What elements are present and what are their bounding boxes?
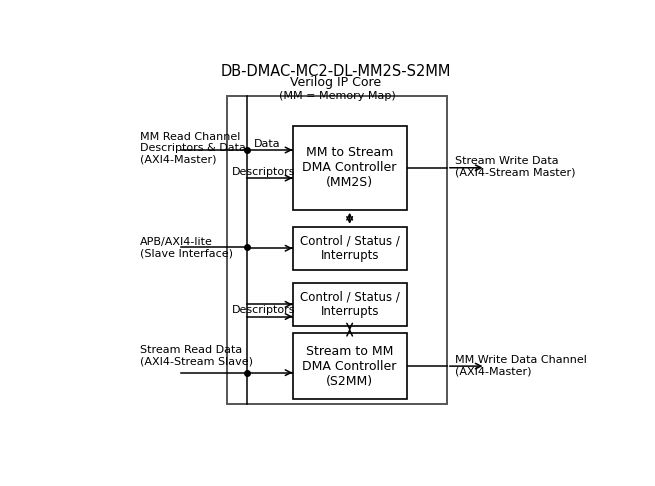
Text: MM to Stream
DMA Controller
(MM2S): MM to Stream DMA Controller (MM2S) <box>303 146 397 189</box>
Text: Data: Data <box>254 139 280 149</box>
Bar <box>293 226 407 270</box>
Text: DB-DMAC-MC2-DL-MM2S-S2MM: DB-DMAC-MC2-DL-MM2S-S2MM <box>221 64 451 79</box>
Text: Control / Status /
Interrupts: Control / Status / Interrupts <box>300 290 400 318</box>
Text: (MM = Memory Map): (MM = Memory Map) <box>279 91 396 102</box>
Text: MM Read Channel
Descriptors & Data
(AXI4-Master): MM Read Channel Descriptors & Data (AXI4… <box>140 132 246 165</box>
Text: APB/AXI4-lite
(Slave Interface): APB/AXI4-lite (Slave Interface) <box>140 237 233 258</box>
Text: Control / Status /
Interrupts: Control / Status / Interrupts <box>300 234 400 262</box>
Bar <box>227 96 447 404</box>
Text: Descriptors: Descriptors <box>232 305 295 315</box>
Text: MM Write Data Channel
(AXI4-Master): MM Write Data Channel (AXI4-Master) <box>455 355 587 377</box>
Text: Verilog IP Core: Verilog IP Core <box>290 76 381 89</box>
Bar <box>293 126 407 210</box>
Text: Stream Write Data
(AXI4-Stream Master): Stream Write Data (AXI4-Stream Master) <box>455 156 576 178</box>
Text: Stream to MM
DMA Controller
(S2MM): Stream to MM DMA Controller (S2MM) <box>303 345 397 388</box>
Bar <box>293 283 407 326</box>
Text: Stream Read Data
(AXI4-Stream Slave): Stream Read Data (AXI4-Stream Slave) <box>140 345 253 366</box>
Bar <box>293 333 407 399</box>
Text: Descriptors: Descriptors <box>232 167 295 177</box>
